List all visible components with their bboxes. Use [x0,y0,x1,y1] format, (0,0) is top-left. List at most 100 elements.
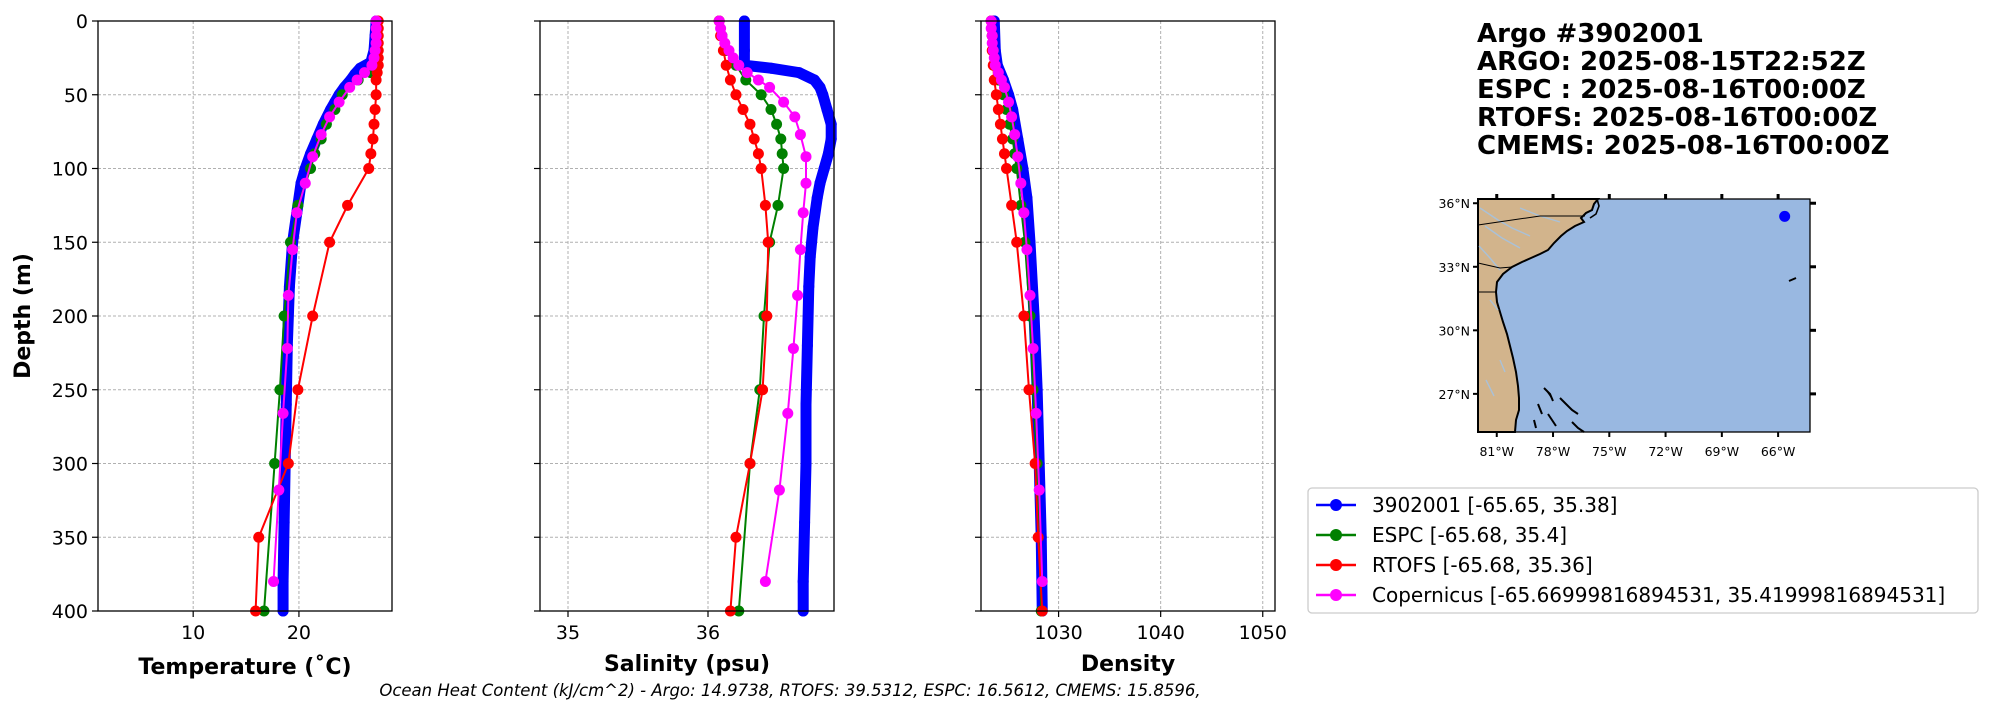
density-rtofs-point [1032,531,1044,543]
salinity-rtofs-point [737,104,749,115]
salinity-espc-point [776,148,788,160]
salinity-cmems-point [797,207,809,219]
salinity-argo-point [814,177,826,189]
legend-marker-rtofs [1330,559,1342,571]
legend-marker-cmems [1330,589,1342,601]
temperature-espc-point [278,310,290,322]
density-cmems-point [998,81,1010,93]
density-rtofs-point [994,118,1006,130]
density-ticks: 1030 1040 1050 [975,20,1287,644]
salinity-cmems-point [787,342,799,354]
salinity-cmems-point [794,244,806,256]
salinity-rtofs-point [762,236,774,248]
salinity-xtick-label: 35 [556,622,580,644]
temperature-rtofs-point [368,118,380,130]
map-lat-label: 27°N [1438,387,1470,402]
temperature-cmems-point [291,207,303,219]
map-lon-label: 69°W [1705,444,1740,459]
density-rtofs-point [1023,384,1035,396]
salinity-argo-point [817,89,829,101]
density-cmems-point [1009,129,1021,141]
density-espc-point [1011,163,1023,174]
salinity-argo-point [804,251,816,263]
temperature-rtofs-point [367,133,379,145]
depth-tick-label: 300 [52,454,88,476]
salinity-cmems-line [718,20,807,582]
map-lon-label: 81°W [1479,444,1514,459]
legend-marker-argo [1330,499,1342,511]
map-lat-label: 33°N [1438,260,1470,275]
salinity-rtofs-point [744,458,756,469]
map-frame [1477,198,1811,433]
salinity-argo-point [803,281,815,292]
density-cmems-point [1015,177,1027,189]
temperature-espc-point [274,384,286,396]
legend: 3902001 [-65.65, 35.38] ESPC [-65.68, 35.… [1307,487,1979,614]
temperature-panel: 0 50 100 150 200 250 300 350 400 10 20 Temperature… [52,11,393,680]
legend-marker-espc [1330,529,1342,541]
density-xtick-label: 1050 [1239,622,1287,644]
temperature-rtofs-point [369,104,381,115]
argo-time: ARGO: 2025-08-15T22:52Z [1477,47,1866,77]
temperature-argo-point [278,517,290,528]
depth-tick-label: 350 [52,527,88,549]
map-lon-label: 66°W [1761,444,1796,459]
salinity-argo-point [822,148,834,160]
density-rtofs-point [996,133,1008,145]
info-block: Argo #3902001 ARGO: 2025-08-15T22:52Z ES… [1477,19,1889,161]
density-rtofs-point [1001,163,1013,174]
salinity-rtofs-point [730,89,742,101]
salinity-rtofs-point [730,531,742,543]
map-ticks: 36°N 33°N 30°N 27°N 81°W 78°W 75°W 72°W 69°W 66°W [1438,194,1816,459]
salinity-argo-point [799,517,811,528]
depth-tick-label: 250 [52,380,88,402]
salinity-argo-point [765,62,777,74]
salinity-xlabel: Salinity (psu) [604,652,770,677]
temperature-grid [98,20,392,612]
salinity-panel: 35 36 Salinity (psu) [534,15,837,677]
temperature-cmems-point [307,151,319,163]
map-lat-label: 30°N [1438,323,1470,338]
argo-float-position [1779,210,1791,222]
temperature-rtofs-point [253,531,265,543]
legend-frame [1307,487,1979,614]
temperature-ticks: 0 50 100 150 200 250 300 350 400 10 20 [52,11,311,644]
legend-label-cmems: Copernicus [-65.66999816894531, 35.41999… [1372,583,1945,607]
salinity-espc-point [778,163,790,174]
map-land-mainland [1477,198,1601,433]
temperature-rtofs-point [363,163,375,174]
temperature-cmems-point [277,407,289,419]
temperature-cmems-point [351,74,363,86]
temperature-cmems-point [333,96,345,108]
temperature-xtick-label: 20 [287,622,311,644]
temperature-cmems-point [359,67,371,79]
temperature-cmems-point [315,129,327,141]
salinity-argo-point [738,45,750,56]
salinity-xtick-label: 36 [696,622,720,644]
salinity-espc-point [772,199,784,211]
temperature-rtofs-point [365,148,377,160]
density-xtick-label: 1040 [1136,622,1184,644]
salinity-espc-point [775,133,787,145]
density-cmems-point [1030,407,1042,419]
density-cmems-point [1024,289,1036,301]
salinity-cmems-point [778,96,790,108]
argo-float-title: Argo #3902001 [1477,19,1704,49]
temperature-xlabel: Temperature (˚C) [138,655,351,680]
temperature-cmems-point [281,342,293,354]
temperature-cmems-point [344,81,356,93]
temperature-espc-point [269,458,281,469]
salinity-cmems-point [773,484,785,496]
map-lon-label: 72°W [1648,444,1683,459]
temperature-cmems-point [282,289,294,301]
salinity-ticks: 35 36 [534,20,720,644]
salinity-rtofs-point [752,148,764,160]
density-xlabel: Density [1081,652,1175,677]
depth-tick-label: 100 [52,159,88,181]
density-panel: 1030 1040 1050 Density [975,15,1287,677]
legend-label-rtofs: RTOFS [-65.68, 35.36] [1372,553,1593,577]
salinity-argo-point [818,163,830,174]
ocean-heat-content-note: Ocean Heat Content (kJ/cm^2) - Argo: 14.… [379,681,1200,700]
salinity-rtofs-point [759,199,771,211]
